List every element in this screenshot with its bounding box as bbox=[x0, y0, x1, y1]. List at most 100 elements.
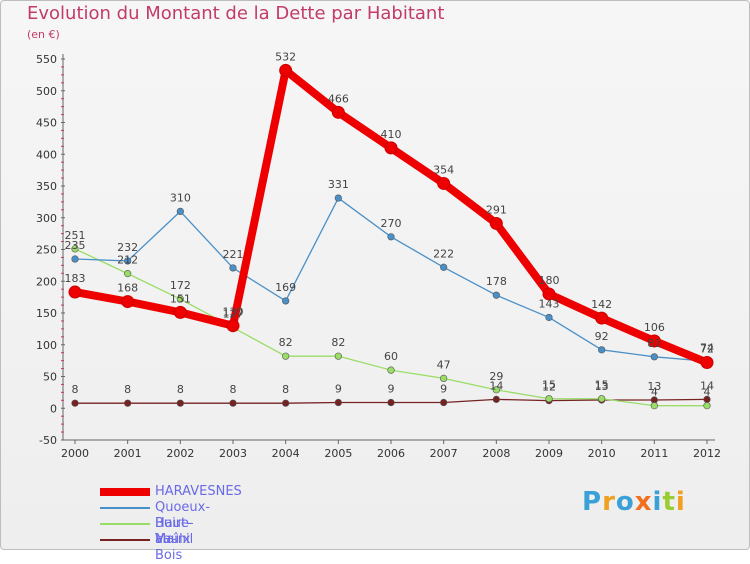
y-tick-label: 500 bbox=[36, 85, 57, 98]
data-point bbox=[545, 395, 553, 403]
data-point bbox=[124, 399, 132, 407]
data-label: 29 bbox=[489, 370, 503, 383]
y-tick-label: 150 bbox=[36, 307, 57, 320]
chart-title: Evolution du Montant de la Dette par Hab… bbox=[27, 3, 445, 24]
data-point bbox=[176, 399, 184, 407]
data-label: 142 bbox=[591, 298, 612, 311]
data-label: 13 bbox=[595, 380, 609, 393]
data-label: 235 bbox=[65, 239, 86, 252]
data-point bbox=[384, 141, 398, 155]
x-tick-label: 2004 bbox=[272, 447, 300, 460]
data-point bbox=[176, 207, 184, 215]
data-point bbox=[124, 257, 132, 265]
data-label: 180 bbox=[539, 274, 560, 287]
data-label: 291 bbox=[486, 203, 507, 216]
y-tick-label: 200 bbox=[36, 275, 57, 288]
proxiti-logo: Proxiti bbox=[582, 487, 686, 517]
data-label: 15 bbox=[542, 379, 556, 392]
data-label: 251 bbox=[65, 229, 86, 242]
data-point bbox=[282, 399, 290, 407]
data-label: 82 bbox=[279, 336, 293, 349]
data-label: 232 bbox=[117, 241, 138, 254]
data-point bbox=[598, 346, 606, 354]
data-point bbox=[598, 395, 606, 403]
y-tick-label: -50 bbox=[39, 434, 57, 447]
data-point bbox=[173, 305, 187, 319]
data-point bbox=[492, 291, 500, 299]
data-label: 81 bbox=[647, 337, 661, 350]
data-label: 212 bbox=[117, 254, 138, 267]
data-label: 8 bbox=[282, 383, 289, 396]
y-tick-label: 250 bbox=[36, 244, 57, 257]
data-label: 270 bbox=[381, 217, 402, 230]
x-tick-label: 2011 bbox=[640, 447, 668, 460]
data-point bbox=[279, 63, 293, 77]
data-label: 169 bbox=[275, 281, 296, 294]
x-tick-label: 2002 bbox=[166, 447, 194, 460]
data-point bbox=[176, 295, 184, 303]
y-tick-label: 50 bbox=[43, 371, 57, 384]
x-tick-label: 2001 bbox=[114, 447, 142, 460]
data-point bbox=[334, 194, 342, 202]
data-point bbox=[440, 398, 448, 407]
y-tick-label: 100 bbox=[36, 339, 57, 352]
data-label: 74 bbox=[700, 341, 714, 354]
data-point bbox=[68, 285, 82, 299]
data-point bbox=[71, 255, 79, 263]
data-point bbox=[650, 353, 658, 361]
data-point bbox=[331, 105, 345, 119]
line-chart: -50 0 50 100 150 200 250 300 350 400 450 500 550 2000… bbox=[36, 50, 721, 460]
data-label: 8 bbox=[230, 383, 237, 396]
legend-swatch bbox=[100, 488, 150, 496]
legend-label: Vaulx bbox=[155, 532, 191, 547]
data-label: 13 bbox=[647, 380, 661, 393]
data-point bbox=[703, 402, 711, 410]
data-label: 222 bbox=[433, 247, 454, 260]
x-tick-label: 2007 bbox=[430, 447, 458, 460]
data-label: 82 bbox=[331, 336, 345, 349]
data-label: 9 bbox=[335, 383, 342, 396]
data-label: 183 bbox=[65, 272, 86, 285]
x-tick-label: 2006 bbox=[377, 447, 405, 460]
data-point bbox=[387, 366, 395, 374]
x-tick-label: 2008 bbox=[482, 447, 510, 460]
data-label: 4 bbox=[651, 386, 658, 399]
data-label: 221 bbox=[223, 248, 244, 261]
data-label: 106 bbox=[644, 321, 665, 334]
data-point bbox=[229, 264, 237, 272]
data-label: 143 bbox=[539, 297, 560, 310]
legend-label: HARAVESNES bbox=[155, 484, 242, 499]
y-tick-label: 450 bbox=[36, 117, 57, 130]
data-label: 466 bbox=[328, 92, 349, 105]
data-point bbox=[437, 176, 451, 190]
data-point bbox=[229, 399, 237, 407]
legend-swatch bbox=[100, 507, 150, 509]
data-label: 151 bbox=[170, 292, 191, 305]
data-label: 92 bbox=[595, 330, 609, 343]
x-tick-label: 2009 bbox=[535, 447, 563, 460]
data-label: 14 bbox=[489, 379, 503, 392]
data-label: 47 bbox=[437, 358, 451, 371]
data-label: 331 bbox=[328, 178, 349, 191]
data-point bbox=[440, 374, 448, 383]
legend-swatch bbox=[100, 523, 150, 525]
data-label: 9 bbox=[388, 383, 395, 396]
data-point bbox=[282, 352, 290, 360]
x-tick-label: 2012 bbox=[693, 447, 721, 460]
data-point bbox=[700, 356, 714, 370]
data-label: 532 bbox=[275, 50, 296, 63]
y-tick-label: 400 bbox=[36, 148, 57, 161]
data-point bbox=[542, 287, 556, 301]
data-point bbox=[124, 270, 132, 278]
data-label: 72 bbox=[700, 343, 714, 356]
data-point bbox=[595, 311, 609, 325]
data-point bbox=[489, 216, 503, 230]
data-label: 14 bbox=[700, 379, 714, 392]
data-point bbox=[545, 313, 553, 322]
x-tick-label: 2003 bbox=[219, 447, 247, 460]
y-tick-label: 350 bbox=[36, 180, 57, 193]
data-point bbox=[387, 398, 395, 407]
data-point bbox=[282, 297, 290, 305]
data-label: 354 bbox=[433, 163, 454, 176]
data-label: 8 bbox=[177, 383, 184, 396]
